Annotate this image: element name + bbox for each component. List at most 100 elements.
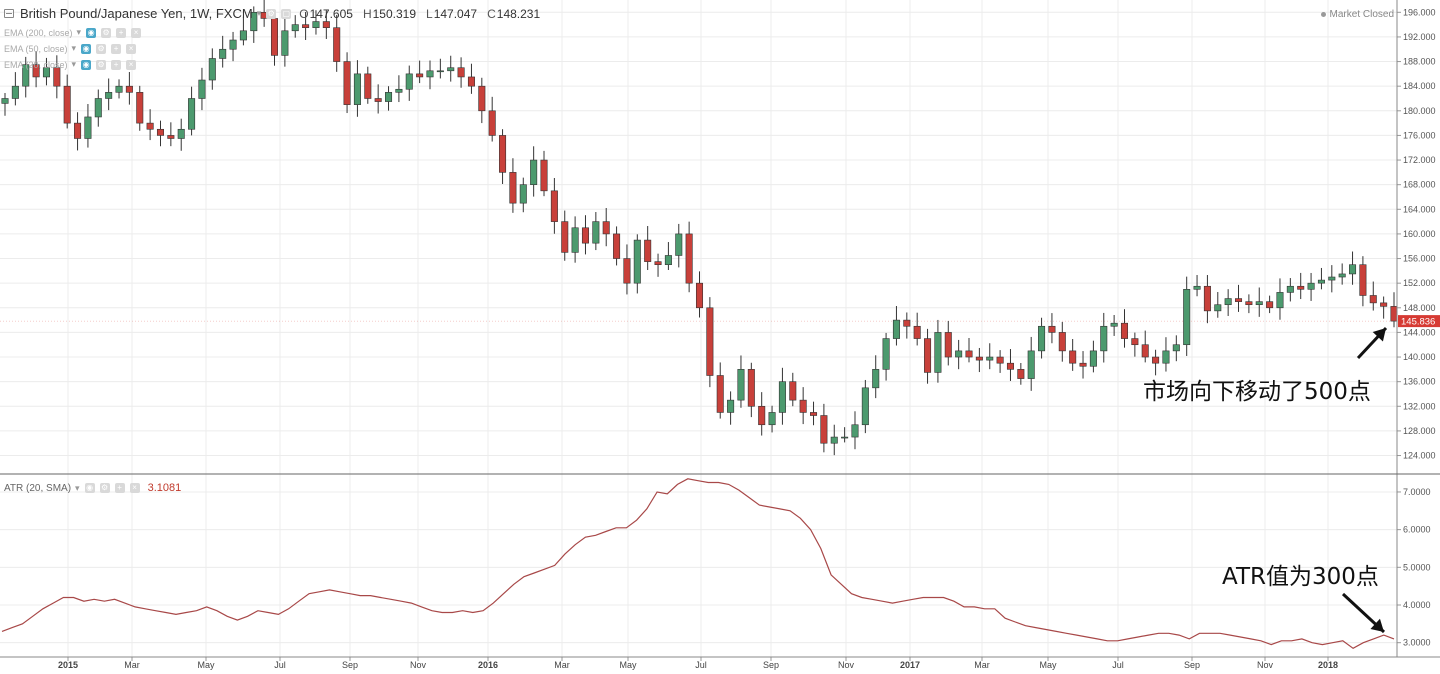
candle-body [820,415,828,444]
price-tick-label: 168.000 [1403,180,1436,190]
indicator-ema20[interactable]: EMA (20, close) ▾ ◉ ⚙ + × [4,59,137,70]
candle-body [250,12,258,32]
candle-body [74,122,82,139]
candle-body [1297,285,1305,290]
candle-body [405,73,413,90]
price-tick-label: 160.000 [1403,229,1436,239]
add-icon[interactable]: + [111,43,122,54]
add-icon[interactable]: + [111,59,122,70]
candle-body [913,325,921,339]
indicator-ema200[interactable]: EMA (200, close) ▾ ◉ ⚙ + × [4,27,142,38]
candle-body [1110,322,1118,327]
last-price-badge [1398,315,1440,328]
candle-body [664,255,672,266]
time-tick-label: 2018 [1318,660,1338,670]
candle-body [561,221,569,253]
time-tick-label: Jul [1112,660,1124,670]
candle-body [1006,362,1014,370]
chevron-down-icon[interactable]: ▾ [75,482,80,493]
candle-body [385,92,393,102]
candle-body [219,48,227,59]
chevron-down-icon[interactable]: ▾ [71,43,77,53]
close-icon[interactable]: × [131,27,142,38]
indicator-label: EMA (200, close) [4,27,73,38]
candle-body [42,67,50,78]
candle-body [208,58,216,81]
candle-body [499,135,507,173]
candle-body [426,70,434,78]
price-tick-label: 196.000 [1403,7,1436,17]
gridlines [0,0,1397,657]
settings-icon[interactable]: ⚙ [101,27,112,38]
candle-body [1328,276,1336,281]
candle-body [830,436,838,444]
candle-body [1172,344,1180,352]
time-tick-label: Sep [342,660,358,670]
candle-body [1214,304,1222,312]
candle-body [312,21,320,29]
candle-body [685,233,693,284]
candle-body [1266,301,1274,309]
eye-icon[interactable]: ◉ [86,27,97,38]
time-tick-label: 2015 [58,660,78,670]
candle-body [281,30,289,56]
candle-body [644,239,652,262]
add-icon[interactable]: + [114,483,125,493]
atr-legend[interactable]: ATR (20, SMA) ▾ ◉ ⚙ + × 3.1081 [4,482,181,494]
price-tick-label: 132.000 [1403,401,1436,411]
price-annotation-arrow-head [1372,328,1386,342]
candle-body [851,424,859,438]
candle-body [22,64,30,87]
chevron-down-icon[interactable]: ▾ [71,59,77,69]
price-tick-label: 184.000 [1403,81,1436,91]
candle-body [872,369,880,389]
price-candles [1,0,1398,456]
atr-value: 3.1081 [147,482,182,494]
candle-body [654,261,662,266]
close-icon[interactable]: × [126,43,137,54]
eye-icon[interactable]: ◉ [81,43,92,54]
candle-body [716,375,724,413]
symbol-title[interactable]: British Pound/Japanese Yen, 1W, FXCM [20,6,253,21]
settings-icon[interactable]: ⚙ [99,483,110,493]
candle-body [955,350,963,358]
candle-body [395,88,403,93]
indicator-ema50[interactable]: EMA (50, close) ▾ ◉ ⚙ + × [4,43,137,54]
candle-body [861,387,869,426]
chevron-down-icon[interactable]: ▾ [76,27,82,37]
collapse-legend-icon[interactable] [4,9,14,18]
settings-icon[interactable]: ⚙ [266,8,277,19]
hide-icon[interactable]: ▢ [281,8,292,19]
ohlc-high: H150.319 [362,6,417,21]
candle-body [1120,322,1129,339]
candle-body [467,76,475,87]
candle-body [675,233,683,256]
candle-body [229,39,237,50]
candle-body [1380,302,1388,307]
time-tick-label: May [197,660,215,670]
candle-body [799,399,807,413]
candle-body [768,412,776,426]
candle-body [944,332,952,358]
close-icon[interactable]: × [126,59,137,70]
candle-body [1359,264,1367,296]
candle-body [530,159,538,185]
settings-icon[interactable]: ⚙ [96,43,107,54]
close-icon[interactable]: × [129,483,140,493]
time-tick-label: Mar [124,660,140,670]
candle-body [1317,279,1325,284]
eye-icon[interactable]: ◉ [81,59,92,70]
chevron-down-icon[interactable]: ▾ [256,8,262,18]
add-icon[interactable]: + [116,27,127,38]
candle-body [374,98,382,102]
candle-body [1058,332,1066,352]
candle-body [302,24,310,29]
eye-icon[interactable]: ◉ [84,483,95,493]
candle-body [841,436,849,439]
candle-body [1038,325,1046,352]
candle-body [1141,344,1149,358]
settings-icon[interactable]: ⚙ [96,59,107,70]
candle-body [1245,301,1253,306]
